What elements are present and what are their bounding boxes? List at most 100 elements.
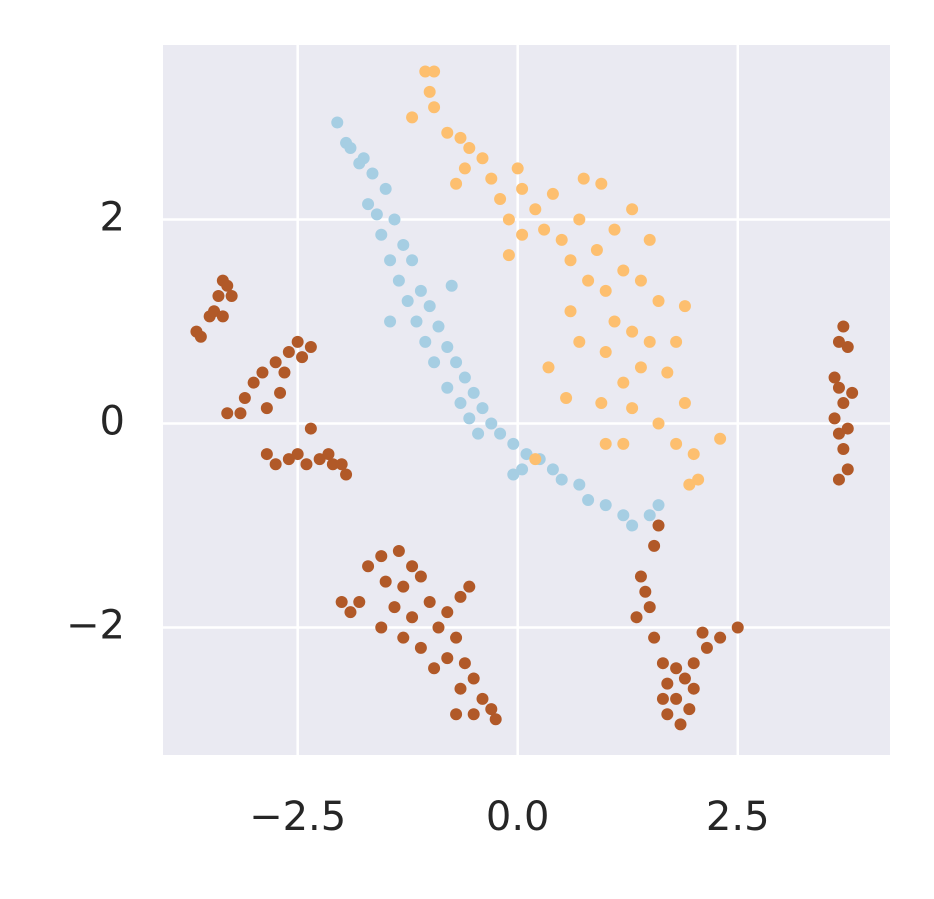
point <box>282 453 295 466</box>
point <box>467 386 480 399</box>
point <box>516 228 529 241</box>
point <box>331 116 344 129</box>
point <box>476 152 489 165</box>
point <box>595 177 608 190</box>
point <box>454 682 467 695</box>
point <box>454 397 467 410</box>
point <box>595 397 608 410</box>
x-tick-label: −2.5 <box>249 794 346 840</box>
point <box>714 631 727 644</box>
point <box>626 203 639 216</box>
point <box>428 101 441 114</box>
point <box>643 509 656 522</box>
point <box>340 468 353 481</box>
point <box>643 335 656 348</box>
point <box>674 718 687 731</box>
point <box>648 539 661 552</box>
point <box>401 295 414 308</box>
point <box>247 376 260 389</box>
point <box>291 448 304 461</box>
point <box>463 580 476 593</box>
point <box>696 626 709 639</box>
point <box>463 412 476 425</box>
point <box>639 585 652 598</box>
point <box>225 289 238 302</box>
point <box>485 417 498 430</box>
point <box>577 172 590 185</box>
point <box>841 422 854 435</box>
point <box>678 397 691 410</box>
point <box>221 407 234 420</box>
point <box>590 244 603 257</box>
point <box>700 641 713 654</box>
point <box>656 657 669 670</box>
point <box>397 238 410 251</box>
point <box>326 458 339 471</box>
point <box>397 580 410 593</box>
point <box>322 448 335 461</box>
point <box>617 437 630 450</box>
point <box>379 182 392 195</box>
point <box>656 692 669 705</box>
point <box>441 126 454 139</box>
point <box>423 300 436 313</box>
point <box>450 708 463 721</box>
point <box>370 208 383 221</box>
y-tick-label: 2 <box>100 194 125 240</box>
point <box>516 182 529 195</box>
point <box>542 361 555 374</box>
point <box>661 677 674 690</box>
point <box>714 432 727 445</box>
point <box>634 274 647 287</box>
point <box>344 142 357 155</box>
point <box>419 335 432 348</box>
plot-area <box>163 45 890 755</box>
point <box>392 274 405 287</box>
point <box>661 708 674 721</box>
point <box>626 519 639 532</box>
point <box>432 320 445 333</box>
point <box>502 249 515 262</box>
point <box>384 315 397 328</box>
point <box>841 463 854 476</box>
point <box>731 621 744 634</box>
point <box>441 606 454 619</box>
point <box>670 692 683 705</box>
point <box>406 611 419 624</box>
point <box>472 427 485 440</box>
point <box>450 177 463 190</box>
point <box>414 284 427 297</box>
point <box>837 320 850 333</box>
point <box>441 381 454 394</box>
point <box>212 289 225 302</box>
point <box>599 284 612 297</box>
point <box>384 254 397 267</box>
point <box>626 402 639 415</box>
point <box>388 601 401 614</box>
point <box>546 187 559 200</box>
point <box>832 473 845 486</box>
point <box>678 672 691 685</box>
point <box>445 279 458 292</box>
point <box>485 703 498 716</box>
point <box>617 509 630 522</box>
point <box>626 325 639 338</box>
point <box>837 442 850 455</box>
y-tick-label: −2 <box>66 602 125 648</box>
point <box>278 366 291 379</box>
point <box>467 672 480 685</box>
point <box>463 142 476 155</box>
point <box>432 621 445 634</box>
point <box>582 493 595 506</box>
point <box>652 295 665 308</box>
point <box>529 453 542 466</box>
point <box>282 346 295 359</box>
point <box>406 254 419 267</box>
point <box>221 279 234 292</box>
point <box>392 544 405 557</box>
point <box>274 386 287 399</box>
point <box>234 407 247 420</box>
point <box>652 519 665 532</box>
point <box>467 708 480 721</box>
point <box>661 366 674 379</box>
